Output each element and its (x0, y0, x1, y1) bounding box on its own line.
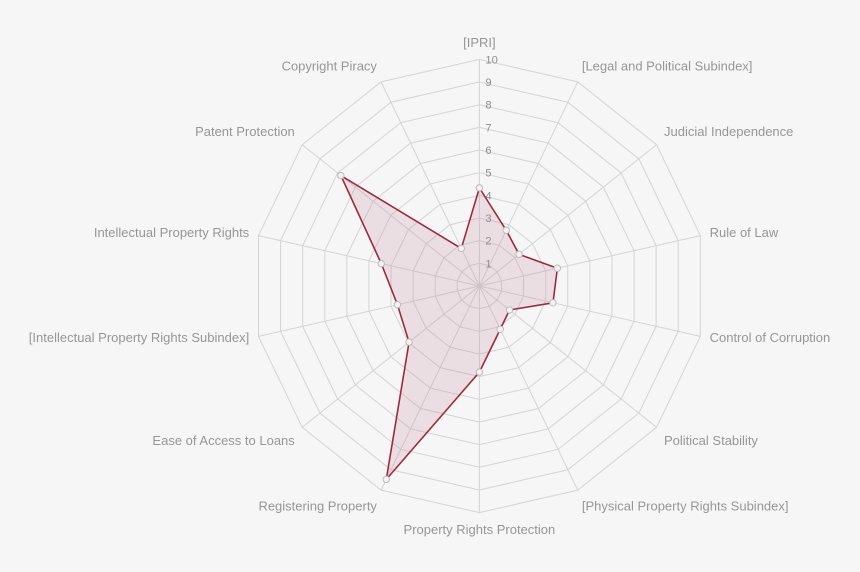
svg-text:Judicial Independence: Judicial Independence (664, 124, 793, 139)
svg-text:Registering Property: Registering Property (258, 499, 377, 514)
svg-text:[IPRI]: [IPRI] (463, 35, 496, 50)
svg-text:7: 7 (485, 122, 491, 134)
svg-text:Political Stability: Political Stability (664, 433, 758, 448)
svg-text:Control of Corruption: Control of Corruption (710, 330, 831, 345)
svg-text:[Intellectual Property Rights: [Intellectual Property Rights Subindex] (29, 330, 249, 345)
svg-text:8: 8 (485, 100, 491, 112)
svg-text:Rule of Law: Rule of Law (710, 225, 779, 240)
svg-text:[Physical Property Rights Subi: [Physical Property Rights Subindex] (582, 499, 789, 514)
svg-text:10: 10 (485, 54, 497, 66)
svg-text:Intellectual Property Rights: Intellectual Property Rights (94, 225, 250, 240)
svg-text:[Legal and Political Subindex]: [Legal and Political Subindex] (582, 58, 753, 73)
svg-text:5: 5 (485, 168, 491, 180)
svg-text:Property Rights Protection: Property Rights Protection (404, 522, 556, 537)
svg-text:9: 9 (485, 77, 491, 89)
svg-text:Patent Protection: Patent Protection (195, 124, 295, 139)
svg-text:Copyright Piracy: Copyright Piracy (282, 58, 378, 73)
svg-text:6: 6 (485, 145, 491, 157)
svg-text:Ease of Access to Loans: Ease of Access to Loans (152, 433, 295, 448)
